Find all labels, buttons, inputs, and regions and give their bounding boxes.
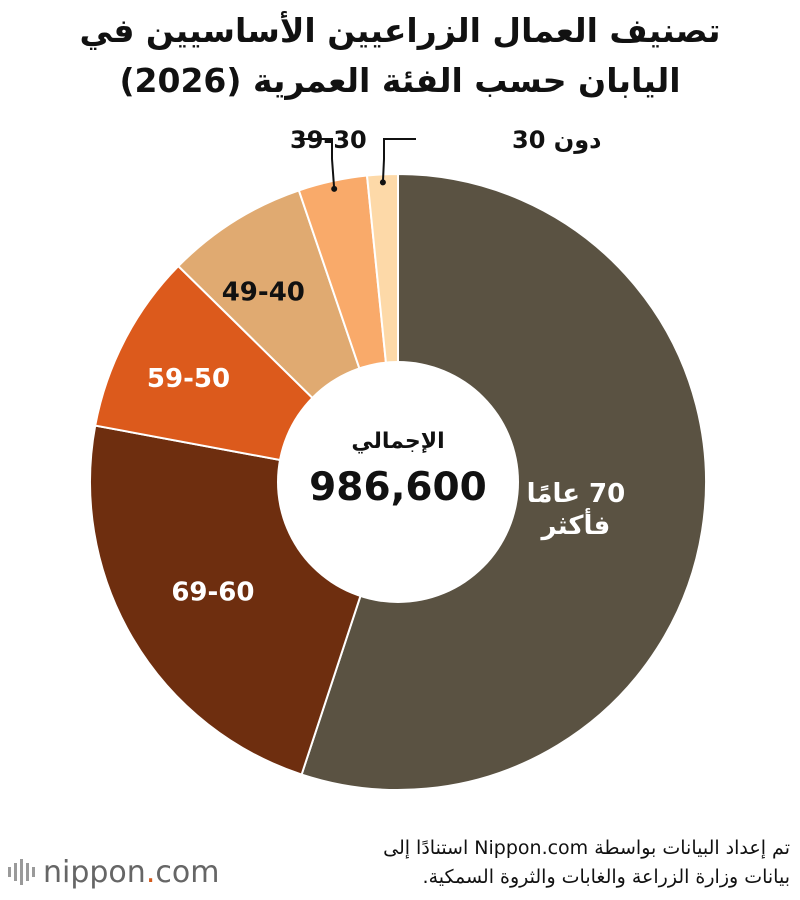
leader-dot xyxy=(331,185,338,192)
slice-label: 39-30 xyxy=(290,126,367,154)
center-total-label: الإجمالي xyxy=(351,429,444,454)
leader-line xyxy=(298,138,336,189)
slice-label: 70 عامًا فأكثر xyxy=(527,479,626,541)
source-note: تم إعداد البيانات بواسطة Nippon.com استن… xyxy=(230,834,790,892)
chart-title: تصنيف العمال الزراعيين الأساسيين في اليا… xyxy=(0,6,800,106)
leader-dot xyxy=(379,179,386,186)
nippon-logo[interactable]: nippon. com xyxy=(8,850,219,894)
chart-title-line-2: اليابان حسب الفئة العمرية (2026) xyxy=(119,61,681,100)
slice-label: 49-40 xyxy=(222,278,305,308)
center-total-value: 986,600 xyxy=(309,465,487,510)
logo-text-suffix: com xyxy=(155,854,220,890)
source-note-line-2: بيانات وزارة الزراعة والغابات والثروة ال… xyxy=(422,866,790,888)
donut-slices xyxy=(89,172,707,791)
logo-bars-icon xyxy=(8,859,35,885)
slice-label: 69-60 xyxy=(171,577,254,607)
slice-label: 59-50 xyxy=(147,364,230,394)
source-note-line-1: تم إعداد البيانات بواسطة Nippon.com استن… xyxy=(383,837,790,859)
donut-hole xyxy=(277,361,519,603)
leader-line xyxy=(381,138,416,183)
chart-title-line-1: تصنيف العمال الزراعيين الأساسيين في xyxy=(79,11,721,50)
slice-label: دون 30 xyxy=(512,126,601,154)
logo-text-main: nippon xyxy=(43,854,146,890)
logo-dot: . xyxy=(145,854,156,890)
slice-labels: 70 عامًا فأكثر 69-60 59-50 49-40 39-30 دون 30 xyxy=(147,126,625,607)
